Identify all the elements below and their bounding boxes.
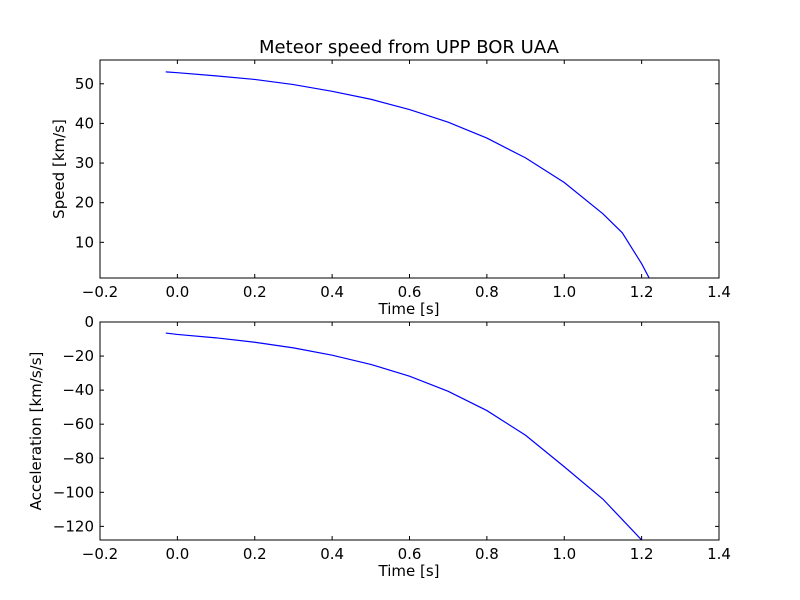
acceleration-x-axis-label: Time [s] [378, 562, 440, 580]
speed-x-tick-label: 0.6 [398, 283, 422, 301]
acceleration-y-tick-label: −80 [62, 449, 94, 467]
speed-x-axis-label: Time [s] [378, 300, 440, 318]
speed-x-tick-label: 0.2 [243, 283, 267, 301]
speed-x-tick-label: 1.2 [630, 283, 654, 301]
acceleration-x-tick-label: −0.2 [82, 545, 118, 563]
speed-series-line [165, 71, 650, 278]
acceleration-y-tick-label: −100 [53, 483, 94, 501]
speed-y-tick-label: 30 [75, 154, 94, 172]
speed-x-tick-label: 0.8 [475, 283, 499, 301]
acceleration-x-tick-label: 0.2 [243, 545, 267, 563]
speed-x-tick-label: 0.0 [165, 283, 189, 301]
acceleration-x-tick-label: 0.6 [398, 545, 422, 563]
chart-title: Meteor speed from UPP BOR UAA [259, 37, 560, 58]
acceleration-y-tick-label: 0 [84, 313, 94, 331]
speed-panel: Meteor speed from UPP BOR UAA Time [s] S… [50, 37, 731, 318]
acceleration-x-tick-label: 0.8 [475, 545, 499, 563]
acceleration-y-tick-label: −40 [62, 381, 94, 399]
acceleration-x-tick-label: 1.0 [552, 545, 576, 563]
acceleration-y-axis-label: Acceleration [km/s/s] [27, 352, 45, 511]
speed-y-tick-label: 10 [75, 233, 94, 251]
speed-y-tick-label: 50 [75, 75, 94, 93]
speed-x-tick-label: 1.4 [707, 283, 731, 301]
acceleration-y-tick-label: −20 [62, 347, 94, 365]
speed-x-tick-label: 0.4 [320, 283, 344, 301]
acceleration-x-tick-label: 1.4 [707, 545, 731, 563]
acceleration-y-tick-label: −60 [62, 415, 94, 433]
acceleration-series-line [165, 332, 643, 540]
acceleration-panel: Time [s] Acceleration [km/s/s] −0.2 0.0 0.… [27, 313, 731, 580]
acceleration-x-tick-label: 0.0 [165, 545, 189, 563]
speed-y-tick-label: 40 [75, 114, 94, 132]
acceleration-y-tick-label: −120 [53, 517, 94, 535]
speed-x-tick-label: 1.0 [552, 283, 576, 301]
acceleration-x-tick-label: 1.2 [630, 545, 654, 563]
speed-y-tick-label: 20 [75, 194, 94, 212]
speed-y-axis-label: Speed [km/s] [50, 119, 68, 219]
acceleration-x-tick-label: 0.4 [320, 545, 344, 563]
speed-x-tick-label: −0.2 [82, 283, 118, 301]
